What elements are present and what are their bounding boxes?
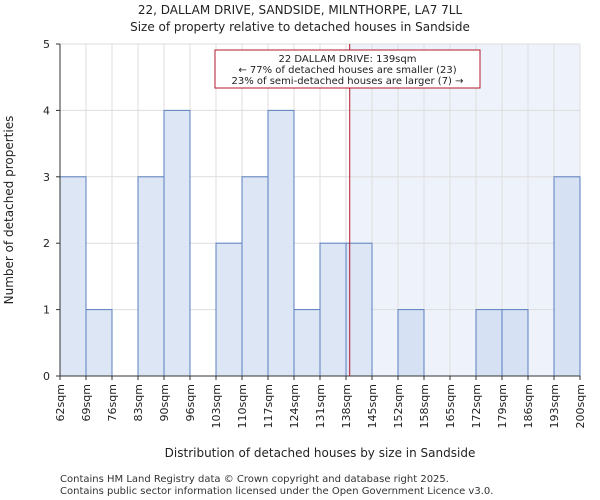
bar	[475, 309, 503, 377]
x-tick-label: 179sqm	[496, 384, 509, 428]
bar	[137, 176, 165, 377]
x-tick-label: 193sqm	[548, 384, 561, 428]
x-tick-label: 152sqm	[392, 384, 405, 428]
chart-title: 22, DALLAM DRIVE, SANDSIDE, MILNTHORPE, …	[138, 3, 463, 17]
bar	[319, 242, 347, 377]
x-tick-label: 62sqm	[54, 384, 67, 421]
x-tick-label: 103sqm	[210, 384, 223, 428]
bar	[553, 176, 581, 377]
bar	[267, 109, 295, 377]
x-tick-label: 124sqm	[288, 384, 301, 428]
y-tick-label: 4	[43, 104, 50, 117]
y-tick-label: 2	[43, 237, 50, 250]
x-axis-label: Distribution of detached houses by size …	[165, 446, 476, 460]
bar	[397, 309, 425, 377]
x-tick-label: 96sqm	[184, 384, 197, 421]
x-tick-label: 69sqm	[80, 384, 93, 421]
x-tick-label: 131sqm	[314, 384, 327, 428]
x-tick-label: 110sqm	[236, 384, 249, 428]
x-tick-label: 90sqm	[158, 384, 171, 421]
larger-region-shading	[349, 44, 580, 376]
bar	[215, 242, 243, 377]
bar	[85, 309, 113, 377]
x-tick-label: 76sqm	[106, 384, 119, 421]
x-tick-label: 145sqm	[366, 384, 379, 428]
x-tick-label: 83sqm	[132, 384, 145, 421]
bar	[241, 176, 269, 377]
bar	[293, 309, 321, 377]
annotation-line: ← 77% of detached houses are smaller (23…	[238, 65, 456, 76]
x-tick-label: 172sqm	[470, 384, 483, 428]
x-tick-label: 117sqm	[262, 384, 275, 428]
bar	[163, 109, 191, 377]
x-tick-label: 158sqm	[418, 384, 431, 428]
annotation-line: 22 DALLAM DRIVE: 139sqm	[279, 54, 417, 65]
x-tick-label: 200sqm	[574, 384, 587, 428]
y-tick-label: 0	[43, 370, 50, 383]
bar	[345, 242, 373, 377]
y-tick-label: 3	[43, 171, 50, 184]
bar	[501, 309, 529, 377]
footer-line-1: Contains HM Land Registry data © Crown c…	[60, 474, 449, 485]
x-tick-label: 165sqm	[444, 384, 457, 428]
y-tick-label: 1	[43, 304, 50, 317]
y-axis-label: Number of detached properties	[2, 116, 16, 305]
bar	[59, 176, 87, 377]
x-tick-label: 186sqm	[522, 384, 535, 428]
plot-area: 0 1 2 3 4 5 62sqm 69sqm 76sqm 83sqm 90sqm 96sqm 103s…	[43, 38, 587, 428]
y-tick-label: 5	[43, 38, 50, 51]
annotation-box	[214, 49, 481, 89]
x-tick-label: 138sqm	[340, 384, 353, 428]
annotation-line: 23% of semi-detached houses are larger (…	[231, 76, 463, 87]
chart-subtitle: Size of property relative to detached ho…	[130, 20, 470, 34]
footer-line-2: Contains public sector information licen…	[60, 486, 493, 497]
